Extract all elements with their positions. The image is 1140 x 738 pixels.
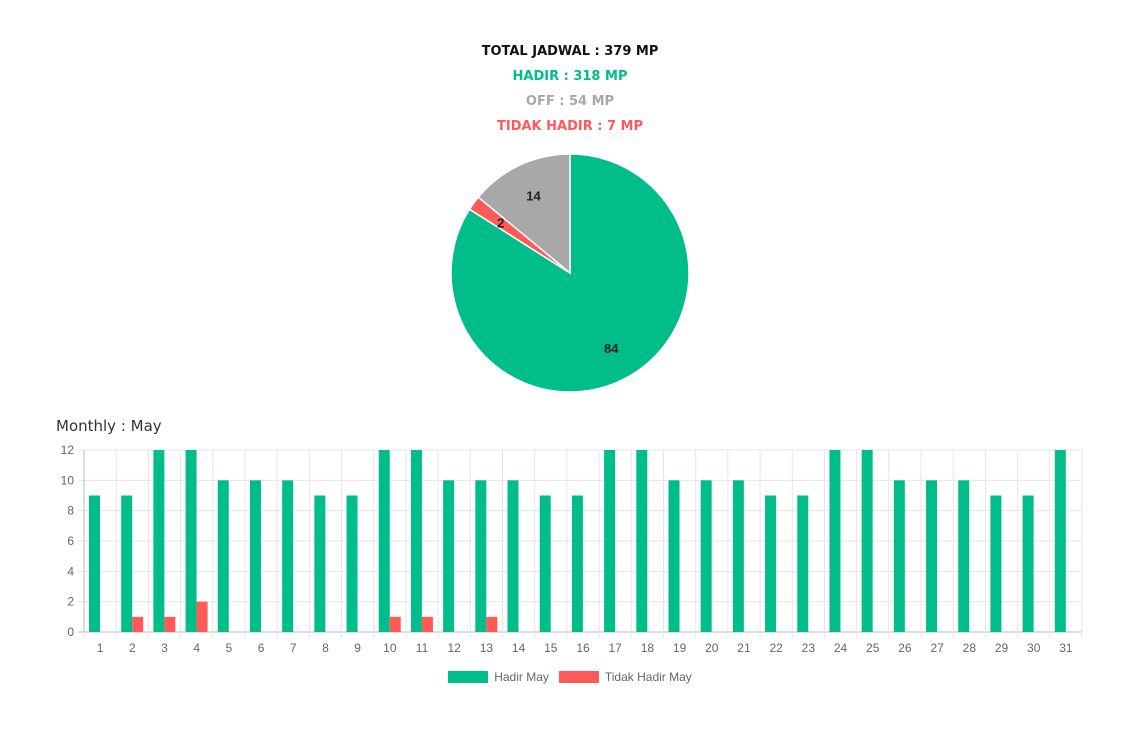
bar-hadir-day-3[interactable] <box>153 450 165 632</box>
y-tick-label: 10 <box>61 473 75 487</box>
bar-hadir-day-21[interactable] <box>732 480 744 632</box>
x-tick-label: 22 <box>769 641 783 655</box>
x-tick-label: 15 <box>544 641 558 655</box>
x-tick-label: 29 <box>995 641 1009 655</box>
bar-hadir-day-13[interactable] <box>475 480 487 632</box>
x-tick-label: 5 <box>226 641 233 655</box>
x-tick-label: 17 <box>609 641 623 655</box>
x-tick-label: 12 <box>448 641 462 655</box>
pie-slice-off[interactable] <box>477 153 571 275</box>
bar-tidak-hadir-day-4[interactable] <box>196 601 208 632</box>
x-tick-label: 10 <box>383 641 397 655</box>
bar-hadir-day-23[interactable] <box>797 495 809 633</box>
x-tick-label: 23 <box>802 641 816 655</box>
x-tick-label: 4 <box>193 641 200 655</box>
bar-hadir-day-22[interactable] <box>765 495 777 633</box>
bar-hadir-day-5[interactable] <box>217 480 229 632</box>
bar-hadir-day-14[interactable] <box>507 480 519 632</box>
x-tick-label: 6 <box>258 641 265 655</box>
bar-hadir-day-15[interactable] <box>539 495 551 633</box>
bar-tidak-hadir-day-3[interactable] <box>164 616 176 632</box>
bar-hadir-day-31[interactable] <box>1054 450 1066 632</box>
pie-label-tidak-hadir: 2 <box>497 216 504 231</box>
legend-label-hadir: Hadir May <box>494 670 549 684</box>
bar-hadir-day-18[interactable] <box>636 450 648 632</box>
x-tick-label: 28 <box>963 641 977 655</box>
bar-hadir-day-28[interactable] <box>958 480 970 632</box>
bar-hadir-day-12[interactable] <box>443 480 455 632</box>
bar-hadir-day-17[interactable] <box>604 450 616 632</box>
x-tick-label: 8 <box>322 641 329 655</box>
y-tick-label: 6 <box>67 534 74 548</box>
bar-hadir-day-11[interactable] <box>410 450 422 632</box>
x-tick-label: 13 <box>480 641 494 655</box>
x-tick-label: 7 <box>290 641 297 655</box>
bar-tidak-hadir-day-2[interactable] <box>132 616 144 632</box>
x-tick-label: 26 <box>898 641 912 655</box>
x-tick-label: 2 <box>129 641 136 655</box>
y-tick-label: 0 <box>67 625 74 639</box>
x-tick-label: 1 <box>97 641 104 655</box>
bar-hadir-day-9[interactable] <box>346 495 358 633</box>
x-tick-label: 16 <box>576 641 590 655</box>
x-tick-label: 19 <box>673 641 687 655</box>
y-tick-label: 8 <box>67 504 74 518</box>
bar-hadir-day-30[interactable] <box>1022 495 1034 633</box>
x-tick-label: 11 <box>416 641 429 655</box>
y-tick-label: 4 <box>67 564 74 578</box>
bar-hadir-day-4[interactable] <box>185 450 197 632</box>
x-tick-label: 30 <box>1027 641 1041 655</box>
monthly-title: Monthly : May <box>56 417 162 435</box>
y-tick-label: 12 <box>61 443 75 457</box>
legend-swatch-hadir <box>448 671 489 683</box>
bar-tidak-hadir-day-10[interactable] <box>389 616 401 632</box>
bar-hadir-day-24[interactable] <box>829 450 841 632</box>
x-tick-label: 20 <box>705 641 719 655</box>
legend-item-tidak-hadir[interactable]: Tidak Hadir May <box>558 670 692 684</box>
bar-hadir-day-29[interactable] <box>990 495 1002 633</box>
bar-tidak-hadir-day-13[interactable] <box>486 616 498 632</box>
bar-tidak-hadir-day-11[interactable] <box>421 616 433 632</box>
hadir-label: HADIR : 318 MP <box>512 69 628 84</box>
bar-hadir-day-7[interactable] <box>282 480 294 632</box>
pie-label-off: 14 <box>526 188 541 203</box>
off-label: OFF : 54 MP <box>525 94 615 109</box>
bar-hadir-day-20[interactable] <box>700 480 712 632</box>
y-tick-label: 2 <box>67 595 74 609</box>
x-tick-label: 25 <box>866 641 880 655</box>
x-tick-label: 21 <box>737 641 751 655</box>
bar-hadir-day-27[interactable] <box>926 480 938 632</box>
legend-label-tidak-hadir: Tidak Hadir May <box>604 670 692 684</box>
legend-item-hadir[interactable]: Hadir May <box>448 670 549 684</box>
bar-hadir-day-16[interactable] <box>571 495 583 633</box>
x-tick-label: 14 <box>512 641 526 655</box>
x-tick-label: 31 <box>1059 641 1073 655</box>
tidak-hadir-label: TIDAK HADIR : 7 MP <box>496 119 644 134</box>
x-tick-label: 27 <box>930 641 944 655</box>
bar-hadir-day-1[interactable] <box>89 495 100 633</box>
bar-hadir-day-19[interactable] <box>668 480 680 632</box>
bar-hadir-day-10[interactable] <box>378 450 390 632</box>
x-tick-label: 9 <box>354 641 361 655</box>
legend-swatch-tidak-hadir <box>558 671 599 683</box>
x-tick-label: 18 <box>641 641 655 655</box>
pie-label-hadir: 84 <box>604 341 619 356</box>
bar-hadir-day-25[interactable] <box>861 450 873 632</box>
bar-hadir-day-6[interactable] <box>249 480 261 632</box>
attendance-pie-chart: 84 2 14 <box>450 153 690 393</box>
bar-hadir-day-2[interactable] <box>121 495 133 633</box>
total-jadwal-label: TOTAL JADWAL : 379 MP <box>481 44 659 59</box>
x-tick-label: 24 <box>834 641 848 655</box>
bar-hadir-day-8[interactable] <box>314 495 326 633</box>
x-tick-label: 3 <box>161 641 168 655</box>
bar-hadir-day-26[interactable] <box>893 480 905 632</box>
bar-legend: Hadir May Tidak Hadir May <box>0 670 1140 684</box>
